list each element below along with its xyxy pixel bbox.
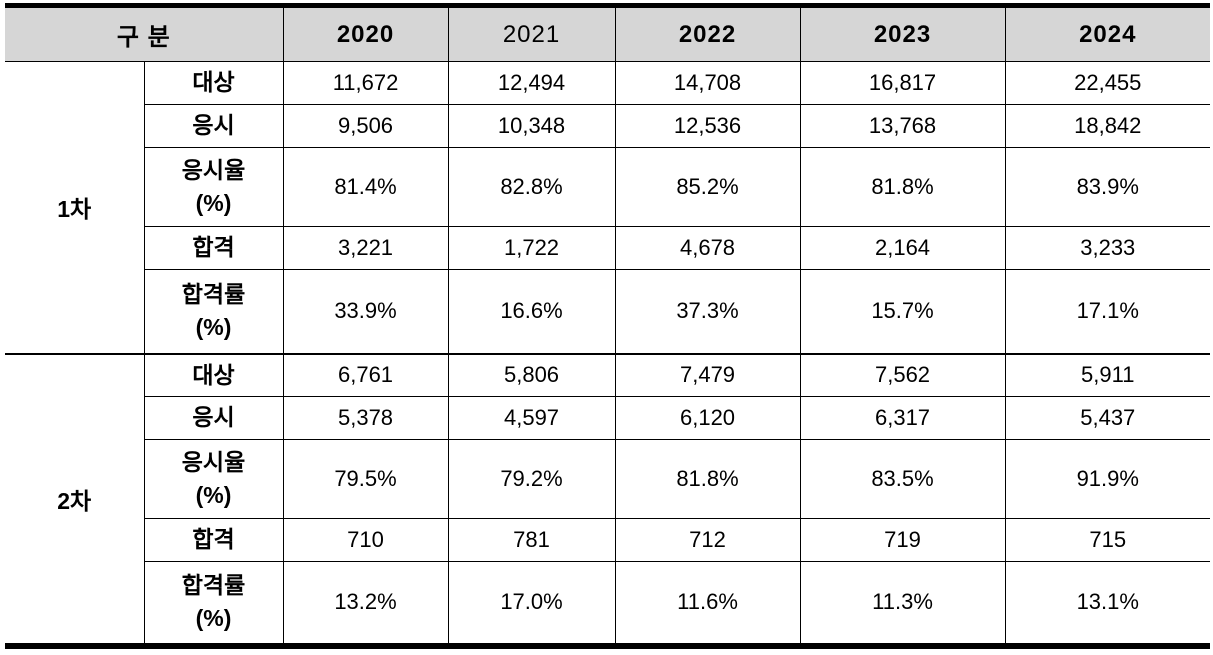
row-label: 합격률 (%): [144, 561, 284, 646]
value-cell: 5,437: [1004, 396, 1211, 440]
value-cell: 712: [614, 518, 801, 562]
value-cell: 22,455: [1004, 61, 1211, 105]
table-row: 합격 3,221 1,722 4,678 2,164 3,233: [5, 226, 1211, 270]
header-year-2020: 2020: [282, 5, 449, 62]
value-cell: 12,494: [447, 61, 616, 105]
value-cell: 4,678: [614, 226, 801, 270]
value-cell: 13,768: [799, 104, 1006, 148]
value-cell: 91.9%: [1004, 439, 1211, 519]
table-row: 합격 710 781 712 719 715: [5, 518, 1211, 562]
value-cell: 1,722: [447, 226, 616, 270]
group-label-round2: 2차: [5, 352, 145, 646]
row-label: 응시율 (%): [144, 147, 284, 227]
table-row: 합격률 (%) 33.9% 16.6% 37.3% 15.7% 17.1%: [5, 269, 1211, 354]
value-cell: 85.2%: [614, 147, 801, 227]
table-header: 구 분 2020 2021 2022 2023 2024: [5, 5, 1211, 62]
row-label: 합격: [144, 226, 284, 270]
value-cell: 781: [447, 518, 616, 562]
value-cell: 5,806: [447, 352, 616, 397]
value-cell: 18,842: [1004, 104, 1211, 148]
value-cell: 11,672: [282, 61, 449, 105]
value-cell: 17.1%: [1004, 269, 1211, 354]
value-cell: 13.1%: [1004, 561, 1211, 646]
header-year-2021: 2021: [447, 5, 616, 62]
value-cell: 6,761: [282, 352, 449, 397]
value-cell: 5,378: [282, 396, 449, 440]
exam-statistics-table: 구 분 2020 2021 2022 2023 2024 1차 대상 11,67…: [5, 3, 1211, 649]
value-cell: 719: [799, 518, 1006, 562]
header-year-2024: 2024: [1004, 5, 1211, 62]
value-cell: 5,911: [1004, 352, 1211, 397]
value-cell: 13.2%: [282, 561, 449, 646]
row-label: 대상: [143, 61, 284, 105]
value-cell: 710: [282, 518, 449, 562]
row-label: 대상: [143, 352, 284, 397]
value-cell: 81.4%: [282, 147, 449, 227]
header-row: 구 분 2020 2021 2022 2023 2024: [5, 5, 1211, 62]
header-year-2023: 2023: [799, 5, 1006, 62]
row-label: 합격: [144, 518, 284, 562]
value-cell: 81.8%: [614, 439, 801, 519]
value-cell: 10,348: [447, 104, 616, 148]
value-cell: 81.8%: [799, 147, 1006, 227]
value-cell: 7,562: [799, 352, 1006, 397]
value-cell: 6,317: [799, 396, 1006, 440]
value-cell: 79.5%: [282, 439, 449, 519]
value-cell: 9,506: [282, 104, 449, 148]
value-cell: 82.8%: [447, 147, 616, 227]
value-cell: 11.6%: [614, 561, 801, 646]
value-cell: 12,536: [614, 104, 801, 148]
value-cell: 83.9%: [1004, 147, 1211, 227]
value-cell: 7,479: [614, 352, 801, 397]
value-cell: 11.3%: [799, 561, 1006, 646]
value-cell: 6,120: [614, 396, 801, 440]
table-row: 2차 대상 6,761 5,806 7,479 7,562 5,911: [5, 352, 1211, 646]
row-label: 응시: [144, 104, 284, 148]
header-category-cell: 구 분: [5, 5, 284, 62]
value-cell: 83.5%: [799, 439, 1006, 519]
header-year-2022: 2022: [614, 5, 801, 62]
value-cell: 715: [1004, 518, 1211, 562]
value-cell: 17.0%: [447, 561, 616, 646]
table-row: 합격률 (%) 13.2% 17.0% 11.6% 11.3% 13.1%: [5, 561, 1211, 646]
value-cell: 16.6%: [447, 269, 616, 354]
value-cell: 15.7%: [799, 269, 1006, 354]
row-label: 응시: [144, 396, 284, 440]
row-label: 응시율 (%): [144, 439, 284, 519]
value-cell: 33.9%: [282, 269, 449, 354]
table-row: 1차 대상 11,672 12,494 14,708 16,817 22,455: [5, 61, 1211, 354]
group-label-round1: 1차: [5, 61, 145, 354]
value-cell: 79.2%: [447, 439, 616, 519]
value-cell: 4,597: [447, 396, 616, 440]
value-cell: 37.3%: [614, 269, 801, 354]
value-cell: 3,221: [282, 226, 449, 270]
value-cell: 14,708: [614, 61, 801, 105]
table-row: 응시율 (%) 81.4% 82.8% 85.2% 81.8% 83.9%: [5, 147, 1211, 227]
value-cell: 3,233: [1004, 226, 1211, 270]
table-row: 응시 9,506 10,348 12,536 13,768 18,842: [5, 104, 1211, 148]
value-cell: 16,817: [799, 61, 1006, 105]
table-row: 응시율 (%) 79.5% 79.2% 81.8% 83.5% 91.9%: [5, 439, 1211, 519]
table-row: 응시 5,378 4,597 6,120 6,317 5,437: [5, 396, 1211, 440]
row-label: 합격률 (%): [144, 269, 284, 354]
value-cell: 2,164: [799, 226, 1006, 270]
table-body: 1차 대상 11,672 12,494 14,708 16,817 22,455…: [5, 61, 1211, 646]
